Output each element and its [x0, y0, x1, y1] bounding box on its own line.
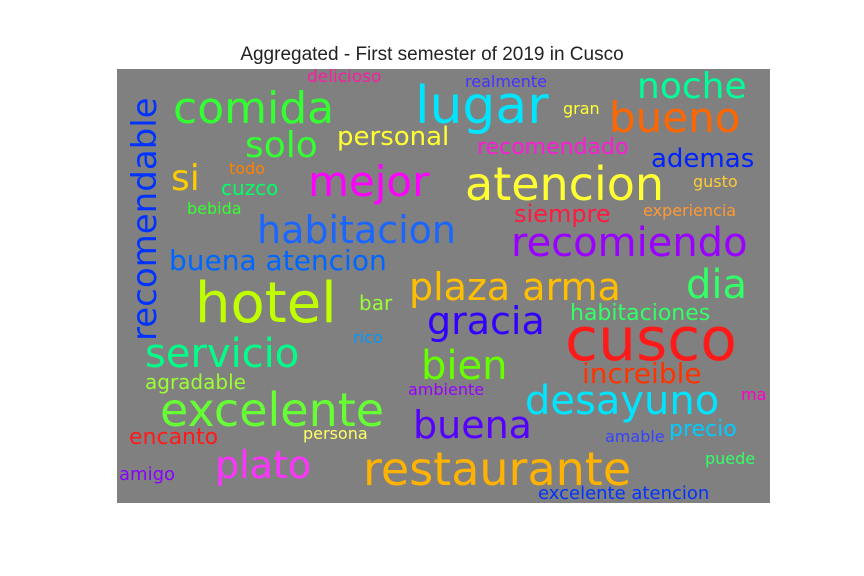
- word-bueno: bueno: [609, 93, 741, 142]
- word-habitacion: habitacion: [257, 208, 457, 252]
- word-hotel: hotel: [195, 271, 337, 336]
- word-habitaciones: habitaciones: [570, 301, 711, 326]
- word-excelente: excelente: [160, 383, 385, 437]
- word-amigo: amigo: [119, 464, 176, 485]
- word-personal: personal: [337, 122, 450, 152]
- word-recomendado: recomendado: [477, 135, 629, 160]
- word-ma: ma: [741, 385, 767, 404]
- word-servicio: servicio: [145, 331, 300, 377]
- word-recomendable: recomendable: [125, 97, 165, 341]
- word-precio: precio: [669, 417, 737, 442]
- word-gusto: gusto: [693, 172, 738, 191]
- word-comida: comida: [173, 83, 335, 134]
- word-noche: noche: [637, 69, 747, 107]
- chart-title: Aggregated - First semester of 2019 in C…: [240, 44, 624, 65]
- word-gracia: gracia: [427, 299, 545, 343]
- word-restaurante: restaurante: [363, 442, 632, 496]
- word-ambiente: ambiente: [408, 380, 485, 399]
- word-encanto: encanto: [129, 425, 219, 450]
- word-gran: gran: [563, 99, 600, 118]
- word-plato: plato: [215, 443, 312, 487]
- word-realmente: realmente: [465, 72, 548, 91]
- word-mejor: mejor: [308, 157, 430, 206]
- word-bien: bien: [421, 343, 508, 389]
- word-increible: increible: [582, 357, 702, 390]
- word-delicioso: delicioso: [307, 69, 382, 87]
- word-bar: bar: [359, 291, 393, 315]
- word-recomiendo: recomiendo: [511, 220, 748, 266]
- word-ademas: ademas: [651, 144, 755, 174]
- word-experiencia: experiencia: [643, 201, 737, 220]
- word-buena: buena: [413, 403, 532, 447]
- word-rico: rico: [353, 328, 383, 347]
- word-amable: amable: [605, 427, 665, 446]
- word-buena-atencion: buena atencion: [169, 244, 387, 277]
- word-siempre: siempre: [514, 200, 611, 228]
- word-atencion: atencion: [465, 157, 665, 211]
- word-si: si: [171, 158, 200, 199]
- word-agradable: agradable: [145, 370, 246, 394]
- word-solo: solo: [245, 125, 318, 166]
- word-cusco: cusco: [565, 305, 737, 375]
- word-todo: todo: [229, 159, 266, 178]
- word-persona: persona: [303, 424, 368, 443]
- word-desayuno: desayuno: [525, 378, 720, 424]
- word-puede: puede: [705, 449, 756, 468]
- word-bebida: bebida: [187, 199, 242, 218]
- word-cloud: hotel cusco restaurante lugar atencion excele…: [117, 69, 770, 503]
- word-lugar: lugar: [415, 76, 549, 136]
- word-dia: dia: [686, 262, 748, 308]
- word-cuzco: cuzco: [221, 176, 279, 200]
- word-plaza-arma: plaza arma: [409, 265, 621, 309]
- word-excelente-atencion: excelente atencion: [538, 483, 710, 503]
